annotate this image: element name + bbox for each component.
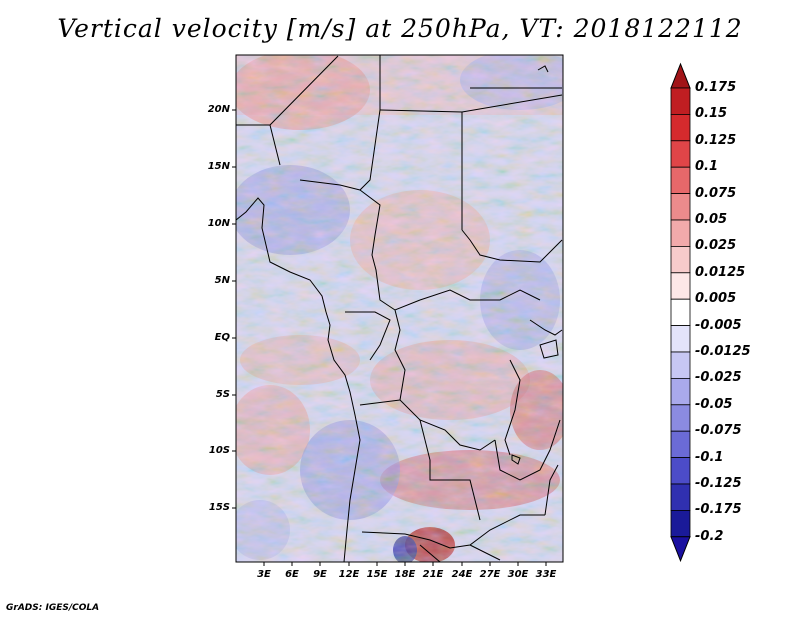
map-frame (235, 54, 564, 563)
lon-label: 6E (285, 569, 299, 580)
colorbar-level-label: 0.005 (695, 291, 737, 307)
colorbar-level-label: -0.125 (695, 476, 742, 491)
lat-label: 10N (207, 218, 230, 229)
colorbar-segment (670, 193, 691, 221)
colorbar-level-label: -0.175 (695, 502, 742, 518)
colorbar (670, 62, 691, 563)
colorbar-segment (670, 351, 691, 379)
colorbar-level-label: -0.1 (695, 449, 724, 465)
map-title: Vertical velocity [m/s] at 250hPa, VT: 2… (57, 14, 743, 43)
colorbar-level-label: 0.075 (695, 185, 737, 201)
colorbar-segment (670, 509, 691, 538)
colorbar-level-label: -0.2 (695, 528, 724, 544)
colorbar-segment (670, 325, 691, 353)
colorbar-upper-arrow (670, 62, 691, 89)
colorbar-segment (670, 483, 691, 511)
lat-label: 15N (207, 161, 230, 172)
colorbar-segment (670, 166, 691, 194)
lon-label: 27E (479, 569, 501, 580)
lon-label: 30E (507, 569, 529, 580)
colorbar-segment (670, 457, 691, 485)
colorbar-segment (670, 404, 691, 432)
velocity-field (236, 55, 563, 562)
colorbar-segment (670, 272, 691, 300)
lon-label: 24E (451, 569, 473, 580)
colorbar-level-label: -0.025 (695, 370, 742, 386)
colorbar-level-label: -0.075 (695, 423, 742, 439)
lat-label: 5N (214, 275, 230, 286)
lat-label: 15S (208, 502, 230, 513)
colorbar-segment (670, 298, 691, 327)
colorbar-level-label: 0.125 (695, 132, 737, 148)
lat-label: EQ (214, 332, 230, 343)
lon-label: 33E (535, 569, 557, 580)
colorbar-segment (670, 114, 691, 142)
colorbar-level-label: 0.15 (695, 106, 728, 122)
colorbar-level-label: 0.025 (695, 238, 737, 254)
colorbar-level-label: 0.0125 (695, 264, 746, 280)
footer-credit: GrADS: IGES/COLA (6, 603, 100, 613)
lon-label: 3E (257, 569, 271, 580)
colorbar-level-label: 0.05 (695, 212, 728, 227)
colorbar-segment (670, 87, 691, 115)
colorbar-segment (670, 245, 691, 274)
colorbar-lower-arrow (670, 536, 691, 563)
colorbar-level-label: -0.0125 (695, 344, 751, 359)
colorbar-level-label: -0.05 (695, 396, 733, 412)
colorbar-segment (670, 430, 691, 459)
lon-label: 9E (313, 569, 327, 580)
lat-ticks (232, 109, 236, 509)
lon-label: 15E (366, 569, 388, 580)
lat-label: 5S (215, 389, 230, 400)
lat-label: 10S (208, 445, 230, 456)
lat-label: 20N (207, 104, 230, 115)
lon-label: 21E (422, 569, 444, 580)
colorbar-level-label: 0.1 (695, 159, 719, 175)
colorbar-segment (670, 377, 691, 406)
colorbar-segment (670, 219, 691, 247)
lon-label: 18E (394, 569, 416, 580)
colorbar-level-label: -0.005 (695, 317, 742, 333)
country-borders (236, 55, 563, 562)
colorbar-segment (670, 140, 691, 168)
lon-label: 12E (338, 569, 360, 580)
lon-ticks (263, 562, 547, 566)
colorbar-level-label: 0.175 (695, 80, 737, 95)
